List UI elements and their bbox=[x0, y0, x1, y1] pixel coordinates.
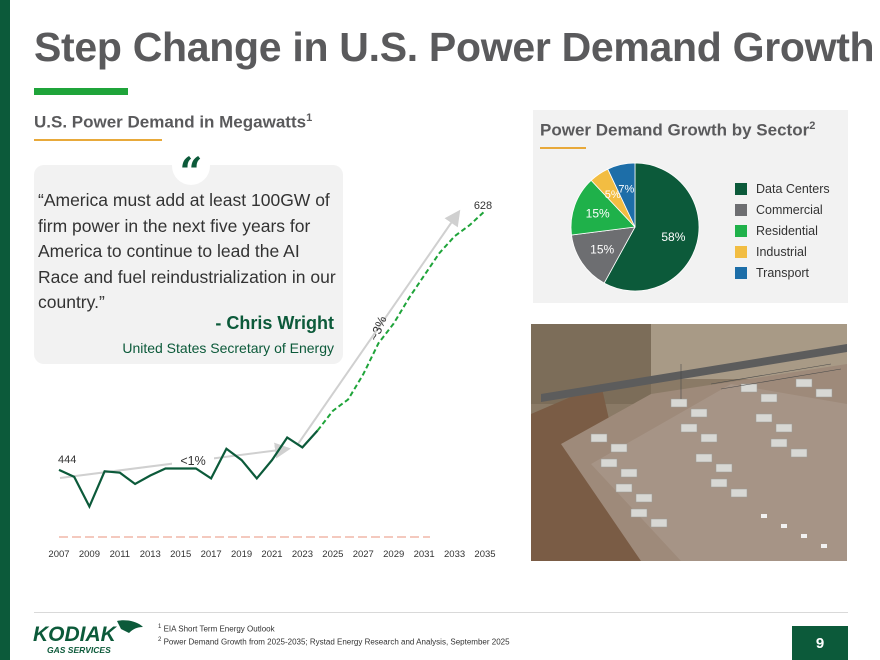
quote-mark-icon: “ bbox=[172, 147, 210, 196]
x-tick-label: 2023 bbox=[292, 549, 313, 560]
historical-series-line bbox=[58, 429, 319, 510]
high-growth-label: ~3% bbox=[367, 314, 389, 343]
x-tick-label: 2009 bbox=[79, 549, 100, 560]
footnote-1: 1 EIA Short Term Energy Outlook bbox=[158, 624, 275, 634]
pie-label-residential: 15% bbox=[586, 207, 610, 221]
legend-swatch bbox=[735, 224, 747, 237]
panel-title-underline bbox=[540, 147, 586, 149]
legend-item-transport: Transport bbox=[735, 262, 830, 283]
kodiak-logo: KODIAK GAS SERVICES bbox=[33, 620, 143, 655]
left-accent-bar bbox=[0, 0, 10, 660]
x-tick-label: 2007 bbox=[48, 549, 69, 560]
x-tick-label: 2027 bbox=[353, 549, 374, 560]
legend-label: Data Centers bbox=[756, 181, 830, 196]
legend-label: Transport bbox=[756, 265, 810, 280]
bear-icon bbox=[117, 620, 143, 633]
quote-author: - Chris Wright bbox=[215, 313, 334, 333]
quote-role: United States Secretary of Energy bbox=[122, 340, 334, 356]
quote-box bbox=[34, 165, 343, 364]
x-tick-label: 2013 bbox=[140, 549, 161, 560]
x-tick-label: 2031 bbox=[414, 549, 435, 560]
footer-divider bbox=[34, 612, 848, 613]
pie-label-transport: 7% bbox=[618, 183, 634, 195]
logo-subtext: GAS SERVICES bbox=[47, 645, 111, 655]
page-title: Step Change in U.S. Power Demand Growth bbox=[34, 24, 875, 70]
legend-swatch bbox=[735, 266, 747, 279]
legend-label: Industrial bbox=[756, 244, 807, 259]
quote-text: “America must add at least 100GW of firm… bbox=[38, 190, 336, 312]
x-tick-label: 2011 bbox=[110, 549, 130, 560]
demand-line-chart: <1% ~3% 444 628 2007 2009 2011 2013 2015 2017… bbox=[48, 200, 495, 560]
x-tick-label: 2033 bbox=[444, 549, 465, 560]
pie-label-commercial: 15% bbox=[590, 242, 614, 256]
pie-label-data-centers: 58% bbox=[661, 230, 685, 244]
legend-label: Residential bbox=[756, 223, 818, 238]
site-photo bbox=[531, 324, 847, 561]
legend-item-data-centers: Data Centers bbox=[735, 178, 830, 199]
x-tick-label: 2021 bbox=[261, 549, 282, 560]
legend-swatch bbox=[735, 245, 747, 258]
aerial-site-image bbox=[531, 324, 847, 561]
pie-slice-data-centers bbox=[603, 162, 700, 292]
low-growth-label: <1% bbox=[180, 454, 205, 468]
end-value-label: 628 bbox=[474, 200, 492, 212]
title-underline bbox=[34, 88, 128, 95]
footnote-2: 2 Power Demand Growth from 2025-2035; Ry… bbox=[158, 636, 510, 647]
pie-legend: Data Centers Commercial Residential Industr… bbox=[735, 178, 830, 283]
chart-subtitle: U.S. Power Demand in Megawatts1 bbox=[34, 112, 313, 132]
pie-label-industrial: 5% bbox=[605, 189, 621, 201]
x-tick-label: 2015 bbox=[170, 549, 191, 560]
sector-pie-chart: 58% 15% 15% 5%7% bbox=[570, 162, 700, 292]
x-tick-label: 2017 bbox=[201, 549, 222, 560]
sector-panel-title: Power Demand Growth by Sector2 bbox=[540, 120, 816, 140]
pie-slice-residential bbox=[570, 179, 636, 236]
pie-slice-commercial bbox=[571, 226, 636, 284]
footnotes: 1 EIA Short Term Energy Outlook 2 Power … bbox=[158, 622, 510, 647]
x-tick-label: 2029 bbox=[383, 549, 404, 560]
legend-label: Commercial bbox=[756, 202, 823, 217]
legend-item-residential: Residential bbox=[735, 220, 830, 241]
high-growth-arrow bbox=[297, 209, 461, 445]
start-value-label: 444 bbox=[58, 454, 76, 466]
page-number: 9 bbox=[792, 626, 848, 660]
x-tick-label: 2019 bbox=[231, 549, 252, 560]
subtitle-underline bbox=[34, 139, 162, 141]
logo-text: KODIAK bbox=[33, 623, 118, 646]
legend-item-industrial: Industrial bbox=[735, 241, 830, 262]
pie-slice-transport bbox=[607, 162, 636, 228]
legend-item-commercial: Commercial bbox=[735, 199, 830, 220]
x-axis-ticks: 2007 2009 2011 2013 2015 2017 2019 2021 2023 2025… bbox=[48, 549, 495, 560]
legend-swatch bbox=[735, 182, 747, 195]
x-tick-label: 2035 bbox=[474, 549, 495, 560]
forecast-series-line bbox=[316, 210, 486, 432]
x-tick-label: 2025 bbox=[322, 549, 343, 560]
legend-swatch bbox=[735, 203, 747, 216]
